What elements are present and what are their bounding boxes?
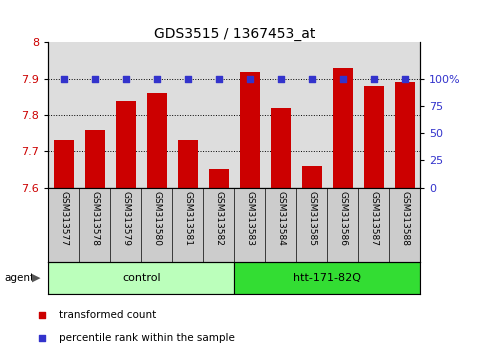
Point bbox=[339, 76, 347, 81]
Bar bbox=[48, 262, 234, 294]
Point bbox=[308, 76, 315, 81]
Bar bbox=[395, 82, 415, 188]
Text: GSM313583: GSM313583 bbox=[245, 191, 254, 246]
Text: GSM313581: GSM313581 bbox=[183, 191, 192, 246]
Text: percentile rank within the sample: percentile rank within the sample bbox=[59, 333, 235, 343]
Point bbox=[122, 76, 129, 81]
Point bbox=[184, 76, 192, 81]
Title: GDS3515 / 1367453_at: GDS3515 / 1367453_at bbox=[154, 28, 315, 41]
Text: GSM313586: GSM313586 bbox=[338, 191, 347, 246]
Text: GSM313588: GSM313588 bbox=[400, 191, 409, 246]
Bar bbox=[209, 170, 229, 188]
Bar bbox=[147, 93, 167, 188]
Text: control: control bbox=[122, 273, 160, 283]
Text: GSM313585: GSM313585 bbox=[307, 191, 316, 246]
Point bbox=[370, 76, 378, 81]
Bar bbox=[116, 101, 136, 188]
Point bbox=[38, 335, 45, 341]
Text: transformed count: transformed count bbox=[59, 310, 156, 320]
Bar bbox=[240, 72, 260, 188]
Point bbox=[401, 76, 409, 81]
Point bbox=[38, 312, 45, 318]
Bar bbox=[333, 68, 353, 188]
Point bbox=[246, 76, 254, 81]
Text: GSM313577: GSM313577 bbox=[59, 191, 68, 246]
Bar bbox=[270, 108, 291, 188]
Text: agent: agent bbox=[5, 273, 35, 283]
Bar bbox=[178, 141, 198, 188]
Text: GSM313584: GSM313584 bbox=[276, 191, 285, 246]
Point bbox=[277, 76, 284, 81]
Bar bbox=[364, 86, 384, 188]
Bar bbox=[85, 130, 105, 188]
Point bbox=[91, 76, 99, 81]
Text: ▶: ▶ bbox=[32, 273, 41, 283]
Point bbox=[215, 76, 223, 81]
Bar bbox=[302, 166, 322, 188]
Text: GSM313587: GSM313587 bbox=[369, 191, 378, 246]
Text: GSM313578: GSM313578 bbox=[90, 191, 99, 246]
Point bbox=[153, 76, 161, 81]
Text: GSM313582: GSM313582 bbox=[214, 191, 223, 246]
Text: GSM313579: GSM313579 bbox=[121, 191, 130, 246]
Bar bbox=[54, 141, 74, 188]
Point bbox=[60, 76, 68, 81]
Text: htt-171-82Q: htt-171-82Q bbox=[293, 273, 361, 283]
Text: GSM313580: GSM313580 bbox=[152, 191, 161, 246]
Bar bbox=[234, 262, 420, 294]
